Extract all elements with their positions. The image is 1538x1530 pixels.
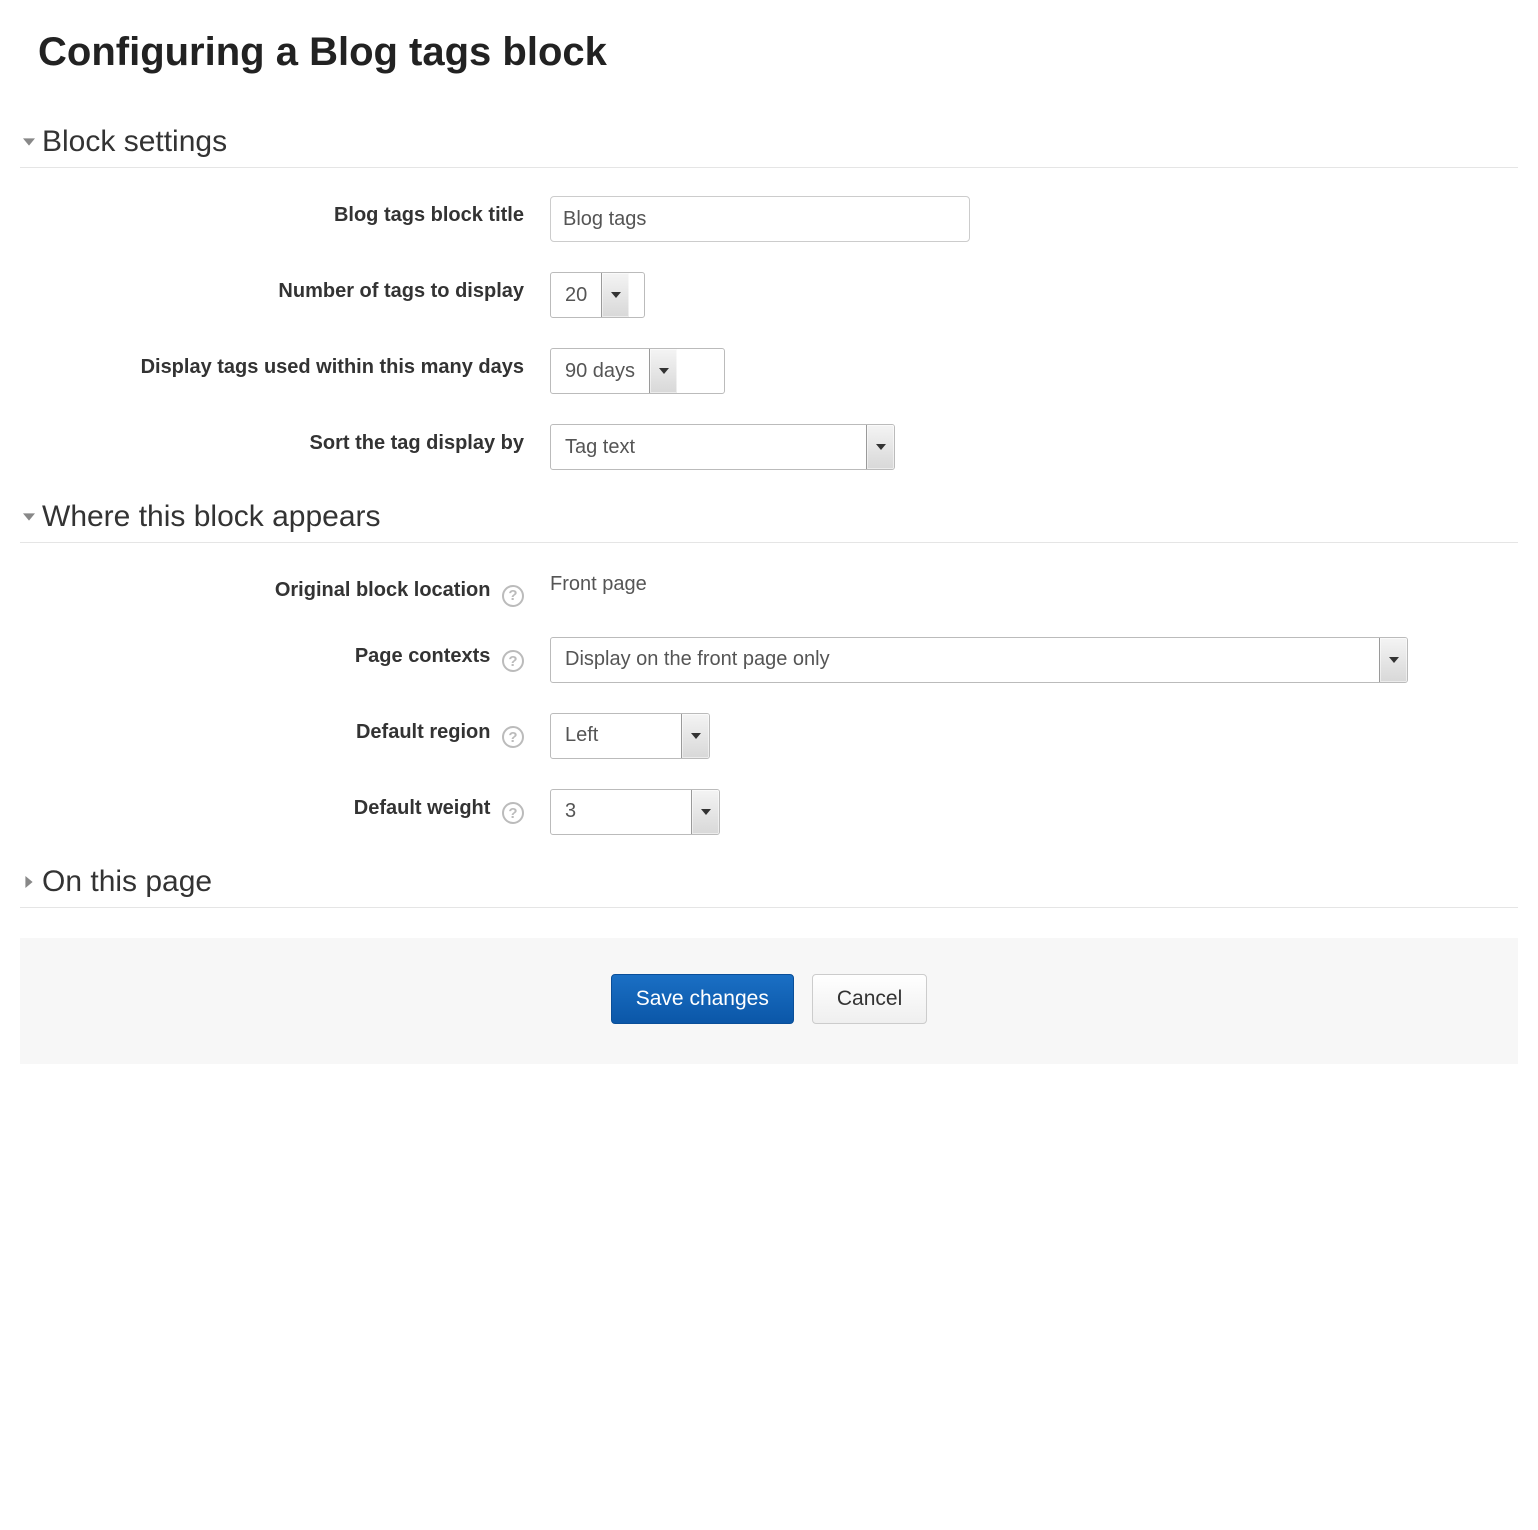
actions-bar: Save changes Cancel: [20, 938, 1518, 1064]
cancel-button[interactable]: Cancel: [812, 974, 927, 1024]
save-button[interactable]: Save changes: [611, 974, 794, 1024]
section-block-settings: Block settings Blog tags block title Num…: [20, 125, 1518, 470]
label-orig-location: Original block location: [275, 579, 491, 601]
label-default-weight: Default weight: [354, 797, 491, 819]
help-icon[interactable]: ?: [502, 726, 524, 748]
help-icon[interactable]: ?: [502, 650, 524, 672]
default-weight-select[interactable]: 3: [550, 789, 720, 835]
chevron-down-icon: [681, 714, 709, 758]
days-value: 90 days: [551, 349, 649, 393]
chevron-down-icon: [20, 136, 38, 148]
section-title: On this page: [42, 865, 212, 899]
label-page-contexts: Page contexts: [355, 645, 491, 667]
page-contexts-select[interactable]: Display on the front page only: [550, 637, 1408, 683]
chevron-right-icon: [20, 876, 38, 888]
num-tags-value: 20: [551, 273, 601, 317]
page-title: Configuring a Blog tags block: [38, 30, 1518, 75]
label-num-tags: Number of tags to display: [278, 280, 524, 302]
section-on-this-page: On this page: [20, 865, 1518, 908]
help-icon[interactable]: ?: [502, 585, 524, 607]
sort-value: Tag text: [551, 425, 866, 469]
chevron-down-icon: [20, 511, 38, 523]
default-region-select[interactable]: Left: [550, 713, 710, 759]
section-toggle-block-settings[interactable]: Block settings: [20, 125, 1518, 168]
default-region-value: Left: [551, 714, 681, 758]
default-weight-value: 3: [551, 790, 691, 834]
block-title-input[interactable]: [550, 196, 970, 242]
section-title: Where this block appears: [42, 500, 381, 534]
label-default-region: Default region: [356, 721, 490, 743]
sort-select[interactable]: Tag text: [550, 424, 895, 470]
orig-location-value: Front page: [550, 571, 647, 596]
chevron-down-icon: [691, 790, 719, 834]
section-title: Block settings: [42, 125, 227, 159]
num-tags-select[interactable]: 20: [550, 272, 645, 318]
page-contexts-value: Display on the front page only: [551, 638, 1379, 682]
section-toggle-on-this-page[interactable]: On this page: [20, 865, 1518, 908]
section-where-appears: Where this block appears Original block …: [20, 500, 1518, 835]
help-icon[interactable]: ?: [502, 802, 524, 824]
label-block-title: Blog tags block title: [334, 204, 524, 226]
label-days: Display tags used within this many days: [141, 356, 524, 378]
label-sort: Sort the tag display by: [310, 432, 524, 454]
chevron-down-icon: [866, 425, 894, 469]
days-select[interactable]: 90 days: [550, 348, 725, 394]
section-toggle-where-appears[interactable]: Where this block appears: [20, 500, 1518, 543]
chevron-down-icon: [1379, 638, 1407, 682]
chevron-down-icon: [649, 349, 677, 393]
chevron-down-icon: [601, 273, 629, 317]
